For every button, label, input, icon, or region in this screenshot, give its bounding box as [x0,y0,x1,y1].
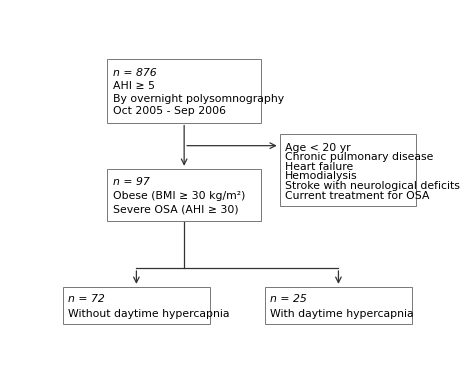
Text: n = 25: n = 25 [271,294,307,304]
Text: Heart failure: Heart failure [285,162,354,172]
Text: n = 72: n = 72 [68,294,105,304]
Text: AHI ≥ 5: AHI ≥ 5 [112,81,155,91]
Text: n = 876: n = 876 [112,68,156,78]
Text: Severe OSA (AHI ≥ 30): Severe OSA (AHI ≥ 30) [112,205,238,215]
Text: Oct 2005 - Sep 2006: Oct 2005 - Sep 2006 [112,106,226,116]
FancyBboxPatch shape [280,134,416,206]
FancyBboxPatch shape [265,287,412,324]
Text: Hemodialysis: Hemodialysis [285,171,358,181]
FancyBboxPatch shape [63,287,210,324]
Text: Current treatment for OSA: Current treatment for OSA [285,191,429,200]
Text: n = 97: n = 97 [112,177,149,187]
Text: With daytime hypercapnia: With daytime hypercapnia [271,309,414,319]
FancyBboxPatch shape [107,169,261,221]
Text: Obese (BMI ≥ 30 kg/m²): Obese (BMI ≥ 30 kg/m²) [112,191,245,201]
Text: By overnight polysomnography: By overnight polysomnography [112,94,283,104]
Text: Age < 20 yr: Age < 20 yr [285,142,351,153]
FancyBboxPatch shape [107,59,261,123]
Text: Chronic pulmonary disease: Chronic pulmonary disease [285,152,434,162]
Text: Without daytime hypercapnia: Without daytime hypercapnia [68,309,230,319]
Text: Stroke with neurological deficits: Stroke with neurological deficits [285,181,460,191]
